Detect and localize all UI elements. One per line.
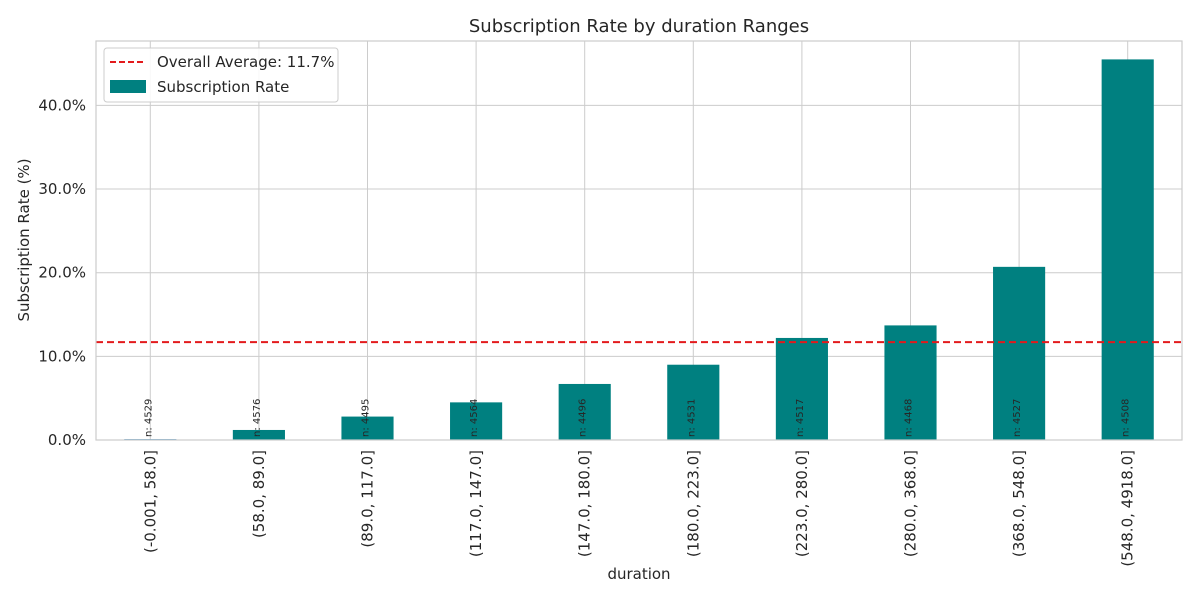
- count-label: n: 4529: [143, 399, 154, 437]
- x-tick-label: (-0.001, 58.0]: [141, 450, 159, 553]
- count-label-layer: n: 4529 n: 4576 n: 4495 n: 4564 n: 4496 n: 45…: [143, 399, 1131, 437]
- x-tick-label: (180.0, 223.0]: [684, 450, 702, 557]
- bar: [667, 364, 720, 440]
- plot-frame: [95, 40, 1183, 441]
- x-tick-label: (147.0, 180.0]: [576, 450, 594, 557]
- legend-bar-label: Subscription Rate: [157, 78, 289, 96]
- x-tick-label: (548.0, 4918.0]: [1119, 450, 1137, 567]
- legend-bar-swatch: [110, 80, 146, 93]
- bar: [558, 383, 611, 440]
- y-axis-label: Subscription Rate (%): [15, 158, 33, 321]
- y-tick-label: 0.0%: [48, 431, 86, 449]
- x-tick-label: (223.0, 280.0]: [793, 450, 811, 557]
- chart-title: Subscription Rate by duration Ranges: [469, 16, 809, 37]
- count-label: n: 4576: [252, 399, 263, 437]
- x-tick-label: (117.0, 147.0]: [467, 450, 485, 557]
- legend-box: [103, 47, 339, 103]
- bar: [884, 325, 937, 440]
- count-label: n: 4564: [469, 399, 480, 437]
- x-tick-label: (280.0, 368.0]: [902, 450, 920, 557]
- bar: [450, 402, 503, 440]
- count-label: n: 4508: [1121, 399, 1132, 437]
- x-tick-label: (368.0, 548.0]: [1010, 450, 1028, 557]
- x-axis-label: duration: [607, 565, 670, 583]
- x-tick-label: (89.0, 117.0]: [359, 450, 377, 548]
- x-tick-labels: (-0.001, 58.0] (58.0, 89.0] (89.0, 117.0] (…: [141, 450, 1136, 567]
- count-label: n: 4496: [578, 399, 589, 437]
- count-label: n: 4495: [361, 399, 372, 437]
- legend: Overall Average: 11.7% Subscription Rate: [103, 47, 339, 103]
- y-tick-label: 10.0%: [38, 347, 86, 365]
- bar: [775, 337, 828, 440]
- y-tick-labels: 0.0% 10.0% 20.0% 30.0% 40.0%: [38, 96, 86, 449]
- bar-layer: [124, 59, 1154, 441]
- count-label: n: 4517: [795, 399, 806, 437]
- y-tick-label: 40.0%: [38, 96, 86, 114]
- bar: [341, 416, 394, 440]
- bar: [993, 266, 1046, 440]
- bar: [1101, 59, 1154, 440]
- x-tick-label: (58.0, 89.0]: [250, 450, 268, 538]
- y-tick-label: 20.0%: [38, 264, 86, 282]
- legend-average-label: Overall Average: 11.7%: [157, 53, 334, 71]
- bar: [232, 429, 285, 440]
- count-label: n: 4468: [904, 399, 915, 437]
- count-label: n: 4527: [1012, 399, 1023, 437]
- count-label: n: 4531: [686, 399, 697, 437]
- y-tick-label: 30.0%: [38, 180, 86, 198]
